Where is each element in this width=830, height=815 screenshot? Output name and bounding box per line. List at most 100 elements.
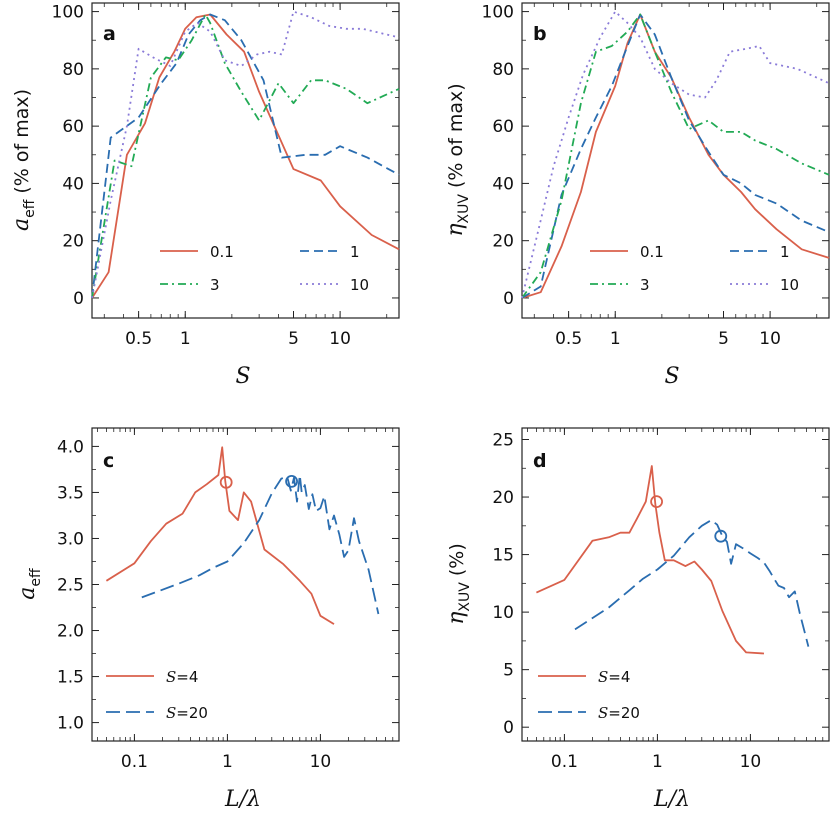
x-tick-label-d-0: 0.1 bbox=[551, 752, 578, 772]
y-tick-label-a-5: 100 bbox=[52, 3, 84, 23]
series-line-b-2 bbox=[521, 13, 830, 299]
series-line-d-1 bbox=[574, 519, 810, 647]
y-tick-label-b-1: 20 bbox=[492, 232, 514, 252]
x-tick-label-c-1: 1 bbox=[222, 752, 233, 772]
x-tick-label-a-3: 10 bbox=[329, 329, 351, 349]
series-line-b-1 bbox=[521, 13, 830, 299]
x-tick-label-b-2: 5 bbox=[718, 329, 729, 349]
x-tick-label-b-3: 10 bbox=[759, 329, 781, 349]
y-tick-label-c-2: 2.0 bbox=[57, 622, 84, 642]
y-tick-label-d-0: 0 bbox=[503, 718, 514, 738]
series-line-c-1 bbox=[141, 474, 380, 615]
legend-label-a-3: 10 bbox=[350, 276, 369, 294]
x-tick-label-a-2: 5 bbox=[288, 329, 299, 349]
y-tick-label-d-1: 5 bbox=[503, 661, 514, 681]
x-tick-label-c-2: 10 bbox=[310, 752, 332, 772]
panel-b-ylabel-tail: (% of max) bbox=[445, 83, 467, 188]
y-tick-label-b-5: 100 bbox=[482, 3, 514, 23]
y-tick-label-a-0: 0 bbox=[73, 289, 84, 309]
legend-label-a-1: 1 bbox=[350, 243, 360, 261]
legend-label-a-0: 0.1 bbox=[210, 243, 234, 261]
panel-a-label: a bbox=[103, 23, 116, 45]
panel-a-x-axis-title: S bbox=[235, 364, 250, 389]
y-tick-label-a-2: 40 bbox=[62, 174, 84, 194]
x-tick-label-d-1: 1 bbox=[652, 752, 663, 772]
legend-label-c-1: S=20 bbox=[166, 704, 208, 722]
legend-label-b-1: 1 bbox=[780, 243, 790, 261]
panel-a-ylabel-sub: eff bbox=[22, 199, 38, 218]
y-tick-label-b-2: 40 bbox=[492, 174, 514, 194]
series-marker-d-0 bbox=[650, 495, 663, 509]
panel-c-y-axis-title: aeff bbox=[15, 568, 44, 600]
panel-a-ylabel-tail: (% of max) bbox=[11, 89, 33, 194]
series-line-a-2 bbox=[91, 13, 400, 299]
y-tick-label-c-4: 3.0 bbox=[57, 529, 84, 549]
y-tick-label-b-3: 60 bbox=[492, 117, 514, 137]
panel-d-x-axis-title: L/λ bbox=[653, 787, 690, 812]
panel-d: d ηXUV (%) L/λ bbox=[444, 427, 830, 812]
series-marker-d-1 bbox=[714, 529, 728, 543]
panel-c-x-axis-title: L/λ bbox=[224, 787, 261, 812]
y-tick-label-c-1: 1.5 bbox=[57, 668, 84, 688]
series-marker-c-0 bbox=[219, 475, 233, 489]
panel-b-ylabel-main: η bbox=[443, 223, 468, 236]
x-tick-label-b-0: 0.5 bbox=[555, 329, 582, 349]
y-tick-label-d-3: 15 bbox=[492, 546, 514, 566]
panel-c-label: c bbox=[103, 450, 114, 472]
legend-label-c-0: S=4 bbox=[166, 668, 198, 686]
legend-label-a-2: 3 bbox=[210, 276, 220, 294]
panel-c-ylabel-sub: eff bbox=[28, 568, 44, 587]
y-tick-label-a-4: 80 bbox=[62, 60, 84, 80]
series-line-c-0 bbox=[105, 446, 335, 625]
panel-c: c aeff L/λ bbox=[15, 427, 400, 812]
y-tick-label-c-3: 2.5 bbox=[57, 576, 84, 596]
y-tick-label-c-0: 1.0 bbox=[57, 714, 84, 734]
chart-d: 0.1 1 10 0 5 10 15 20 25 S=4 S=20 bbox=[492, 428, 830, 772]
y-tick-label-a-3: 60 bbox=[62, 117, 84, 137]
x-tick-label-d-2: 10 bbox=[740, 752, 762, 772]
panel-b-frame bbox=[521, 2, 830, 319]
panel-c-ylabel-main: a bbox=[15, 587, 40, 600]
x-tick-label-a-0: 0.5 bbox=[125, 329, 152, 349]
panel-b-ylabel-sub: XUV bbox=[456, 194, 472, 224]
panel-d-ylabel-main: η bbox=[444, 612, 469, 625]
legend-label-d-0: S=4 bbox=[598, 668, 630, 686]
series-line-a-1 bbox=[91, 13, 400, 299]
chart-c: 0.1 1 10 1.0 1.5 2.0 2.5 3.0 3.5 4.0 S=4 S=20 bbox=[57, 428, 400, 772]
series-marker-c-1 bbox=[285, 474, 298, 488]
legend-label-d-1: S=20 bbox=[598, 704, 640, 722]
panel-d-y-axis-title: ηXUV (%) bbox=[444, 543, 473, 625]
series-line-d-0 bbox=[536, 465, 765, 655]
panel-d-ylabel-sub: XUV bbox=[457, 582, 473, 612]
panel-a: a aeff(% of max) S bbox=[9, 2, 400, 389]
y-tick-label-d-4: 20 bbox=[492, 488, 514, 508]
x-tick-label-b-1: 1 bbox=[610, 329, 621, 349]
legend-label-b-2: 3 bbox=[640, 276, 650, 294]
panel-b-x-axis-title: S bbox=[664, 364, 679, 389]
y-tick-label-c-5: 3.5 bbox=[57, 483, 84, 503]
panel-d-label: d bbox=[533, 450, 547, 472]
panel-b-label: b bbox=[533, 23, 547, 45]
panel-b-y-axis-title: ηXUV (% of max) bbox=[443, 83, 472, 236]
x-tick-label-c-0: 0.1 bbox=[121, 752, 148, 772]
y-tick-label-a-1: 20 bbox=[62, 232, 84, 252]
y-tick-label-b-4: 80 bbox=[492, 60, 514, 80]
panel-a-y-axis-title: aeff (% of max) bbox=[9, 89, 38, 231]
y-tick-label-d-5: 25 bbox=[492, 431, 514, 451]
panel-c-frame bbox=[91, 427, 400, 742]
x-tick-label-a-1: 1 bbox=[180, 329, 191, 349]
legend-label-b-3: 10 bbox=[780, 276, 799, 294]
series-line-b-3 bbox=[521, 10, 830, 299]
legend-label-b-0: 0.1 bbox=[640, 243, 664, 261]
y-tick-label-c-6: 4.0 bbox=[57, 437, 84, 457]
series-line-b-0 bbox=[521, 13, 830, 299]
panel-b: b ηXUV (% of max) S bbox=[443, 2, 830, 389]
y-tick-label-b-0: 0 bbox=[503, 289, 514, 309]
panel-d-ylabel-tail: (%) bbox=[446, 543, 468, 576]
panel-a-ylabel-main: a bbox=[9, 218, 34, 231]
panel-d-frame bbox=[521, 427, 830, 742]
